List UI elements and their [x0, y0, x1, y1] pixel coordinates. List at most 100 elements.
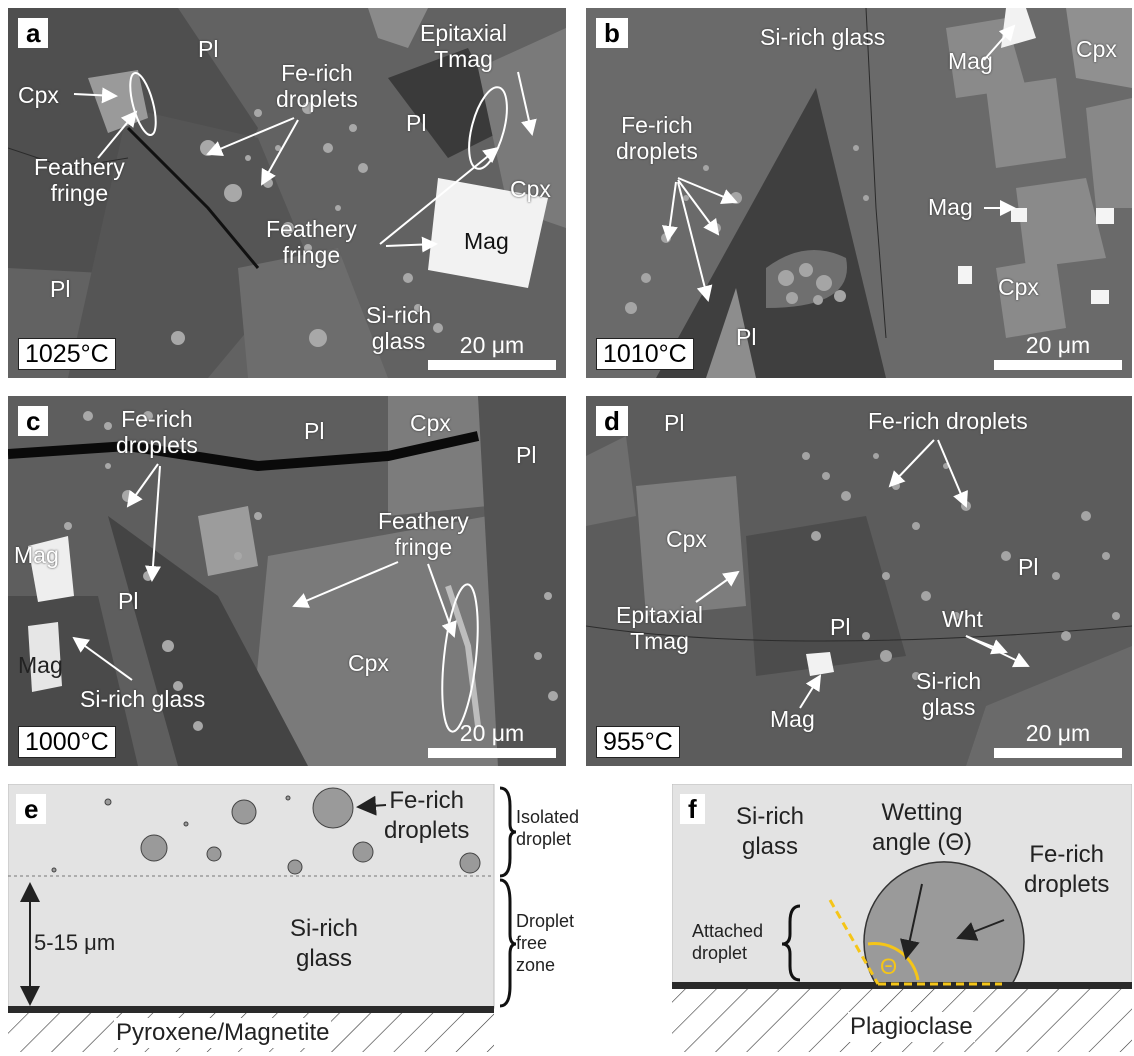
label-fe-rich-droplets: Fe-rich droplets — [1024, 840, 1109, 900]
label-attached-droplet: Attached droplet — [692, 920, 763, 964]
panel-b-image — [586, 8, 1132, 378]
scale-bar: 20 μm — [994, 332, 1122, 370]
label-epitaxial-tmag: Epitaxial Tmag — [616, 602, 703, 654]
text-line: glass — [921, 694, 976, 720]
label-pl: Pl — [1018, 554, 1039, 580]
label-si-rich-glass: Si-rich glass — [290, 914, 358, 974]
label-fe-rich-droplets: Fe-rich droplets — [868, 408, 1028, 434]
temperature-label: 1000°C — [18, 726, 116, 758]
panel-e-drawing — [8, 784, 517, 1052]
text-line: Fe-rich — [389, 787, 465, 814]
text-line: droplets — [384, 817, 470, 844]
label-mag: Mag — [770, 706, 815, 732]
text-line: Epitaxial — [616, 602, 703, 628]
text-line: glass — [371, 328, 426, 354]
text-line: Epitaxial — [420, 20, 507, 46]
temperature-label: 955°C — [596, 726, 680, 758]
text-line: Isolated — [516, 807, 580, 827]
text-line: droplets — [616, 138, 698, 164]
scale-text: 20 μm — [459, 332, 525, 358]
label-si-rich-glass: Si-rich glass — [80, 686, 206, 712]
temperature-label: 1010°C — [596, 338, 694, 370]
scale-text: 20 μm — [459, 720, 525, 746]
label-pl: Pl — [198, 36, 219, 62]
panel-a-micrograph: a Pl Cpx Fe-rich droplets Epitaxial Tmag P… — [8, 8, 566, 378]
text-line: zone — [516, 955, 556, 975]
panel-b-letter: b — [596, 18, 628, 48]
text-line: Fe-rich — [621, 112, 693, 138]
label-pl: Pl — [736, 324, 757, 350]
text-line: Wetting — [881, 799, 963, 826]
label-fe-rich: Fe-rich droplets — [616, 112, 698, 164]
label-cpx: Cpx — [510, 176, 551, 202]
panel-c-letter: c — [18, 406, 49, 436]
panel-b-micrograph: b Si-rich glass Mag Cpx Fe-rich droplets … — [586, 8, 1132, 378]
scale-line — [428, 360, 556, 370]
label-substrate: Pyroxene/Magnetite — [114, 1018, 332, 1048]
scale-line — [428, 748, 556, 758]
label-fe-rich: Fe-rich droplets — [276, 60, 358, 112]
label-pl: Pl — [118, 588, 139, 614]
label-substrate: Plagioclase — [848, 1012, 975, 1042]
text-line: fringe — [282, 242, 341, 268]
label-distance: 5-15 μm — [34, 930, 116, 955]
scale-bar: 20 μm — [428, 720, 556, 758]
temperature-label: 1025°C — [18, 338, 116, 370]
text-line: droplet — [692, 943, 748, 963]
text-line: glass — [741, 833, 799, 860]
label-wht: Wht — [942, 606, 983, 632]
label-cpx: Cpx — [18, 82, 59, 108]
text-line: Fe-rich — [1029, 841, 1105, 868]
label-mag: Mag — [464, 228, 509, 254]
text-line: Droplet — [516, 911, 575, 931]
label-mag: Mag — [928, 194, 973, 220]
scale-line — [994, 360, 1122, 370]
panel-e-letter: e — [16, 794, 47, 824]
panel-e-schematic: e Fe-rich droplets Isolated droplet 5-15 μ… — [8, 784, 579, 1052]
scale-line — [994, 748, 1122, 758]
label-pl: Pl — [664, 410, 685, 436]
text-line: Tmag — [434, 46, 493, 72]
scale-bar: 20 μm — [994, 720, 1122, 758]
panel-a-letter: a — [18, 18, 49, 48]
label-pl: Pl — [516, 442, 537, 468]
label-cpx: Cpx — [666, 526, 707, 552]
scale-bar: 20 μm — [428, 332, 556, 370]
text-line: Si-rich — [916, 668, 982, 694]
text-line: Si-rich — [366, 302, 432, 328]
text-line: Tmag — [630, 628, 689, 654]
text-line: free — [516, 933, 548, 953]
panel-d-letter: d — [596, 406, 628, 436]
panel-f-letter: f — [680, 794, 705, 824]
label-pl: Pl — [406, 110, 427, 136]
label-mag: Mag — [18, 652, 63, 678]
label-feathery-fringe: Feathery fringe — [266, 216, 357, 268]
text-line: fringe — [394, 534, 453, 560]
text-line: angle (Θ) — [872, 829, 973, 856]
label-si-rich-glass: Si-rich glass — [366, 302, 431, 354]
theta-symbol: Θ — [880, 954, 898, 979]
label-fe-rich: Fe-rich droplets — [116, 406, 198, 458]
label-feathery-fringe: Feathery fringe — [378, 508, 469, 560]
label-pl: Pl — [830, 614, 851, 640]
label-mag: Mag — [948, 48, 993, 74]
label-epitaxial-tmag: Epitaxial Tmag — [420, 20, 507, 72]
panel-d-image — [586, 396, 1132, 766]
text-line: Fe-rich — [121, 406, 193, 432]
text-line: Attached — [692, 921, 764, 941]
label-pl: Pl — [304, 418, 325, 444]
text-line: Feathery — [378, 508, 469, 534]
text-line: droplets — [276, 86, 358, 112]
text-line: Si-rich — [736, 803, 805, 830]
panel-c-micrograph: c Fe-rich droplets Pl Cpx Pl Feathery frin… — [8, 396, 566, 766]
label-cpx: Cpx — [1076, 36, 1117, 62]
label-cpx: Cpx — [348, 650, 389, 676]
label-feathery-fringe: Feathery fringe — [34, 154, 125, 206]
text-line: droplets — [1024, 871, 1110, 898]
text-line: Feathery — [266, 216, 357, 242]
label-si-rich-glass: Si-rich glass — [736, 802, 804, 862]
text-line: droplet — [516, 829, 572, 849]
label-cpx: Cpx — [410, 410, 451, 436]
label-fe-rich-droplets: Fe-rich droplets — [384, 786, 469, 846]
panel-d-micrograph: d Pl Fe-rich droplets Cpx Pl Epitaxial Tm… — [586, 396, 1132, 766]
